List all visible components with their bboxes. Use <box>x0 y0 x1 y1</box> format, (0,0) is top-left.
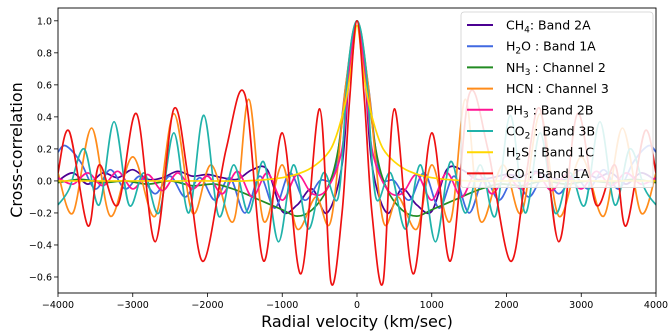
legend-label: HCN : Channel 3 <box>506 81 609 96</box>
y-tick-label: −0.2 <box>29 208 52 219</box>
y-tick-label: 0.6 <box>37 80 52 91</box>
series-line-7 <box>58 24 656 183</box>
legend-label: CO : Band 1A <box>506 166 590 181</box>
series-layer <box>58 19 656 286</box>
y-axis-title: Cross-correlation <box>7 82 26 217</box>
legend-label: H2O : Band 1A <box>506 39 596 57</box>
y-tick-label: −0.6 <box>29 272 52 283</box>
ticks-layer: −4000 −3000 −2000 −1000 0 1000 2000 3000 4000 −0.… <box>29 16 668 311</box>
plot-frame <box>57 7 657 294</box>
x-tick-label: 4000 <box>644 300 668 311</box>
x-tick-label: 3000 <box>569 300 593 311</box>
x-tick-label: −4000 <box>42 300 74 311</box>
y-tick-label: 0.4 <box>37 112 52 123</box>
legend-label: H2S : Band 1C <box>506 145 594 163</box>
legend-label: CH4: Band 2A <box>506 18 591 36</box>
x-tick-label: 2000 <box>494 300 518 311</box>
legend-box <box>460 11 654 189</box>
x-tick-label: −2000 <box>191 300 223 311</box>
x-tick-label: 0 <box>354 300 360 311</box>
legend-label: PH3 : Band 2B <box>506 102 593 120</box>
y-tick-label: 0.8 <box>37 48 52 59</box>
y-tick-label: 1.0 <box>37 16 52 27</box>
y-tick-label: 0.2 <box>37 144 52 155</box>
x-axis-title: Radial velocity (km/sec) <box>261 312 453 331</box>
legend: CH4: Band 2A H2O : Band 1A NH3 : Channel 2… <box>460 11 654 189</box>
legend-label: NH3 : Channel 2 <box>506 60 606 78</box>
x-tick-label: −3000 <box>117 300 149 311</box>
legend-label: CO2 : Band 3B <box>506 124 595 142</box>
x-tick-label: 1000 <box>420 300 444 311</box>
y-tick-label: −0.4 <box>29 240 52 251</box>
x-tick-label: −1000 <box>266 300 298 311</box>
y-tick-label: 0.0 <box>37 176 52 187</box>
